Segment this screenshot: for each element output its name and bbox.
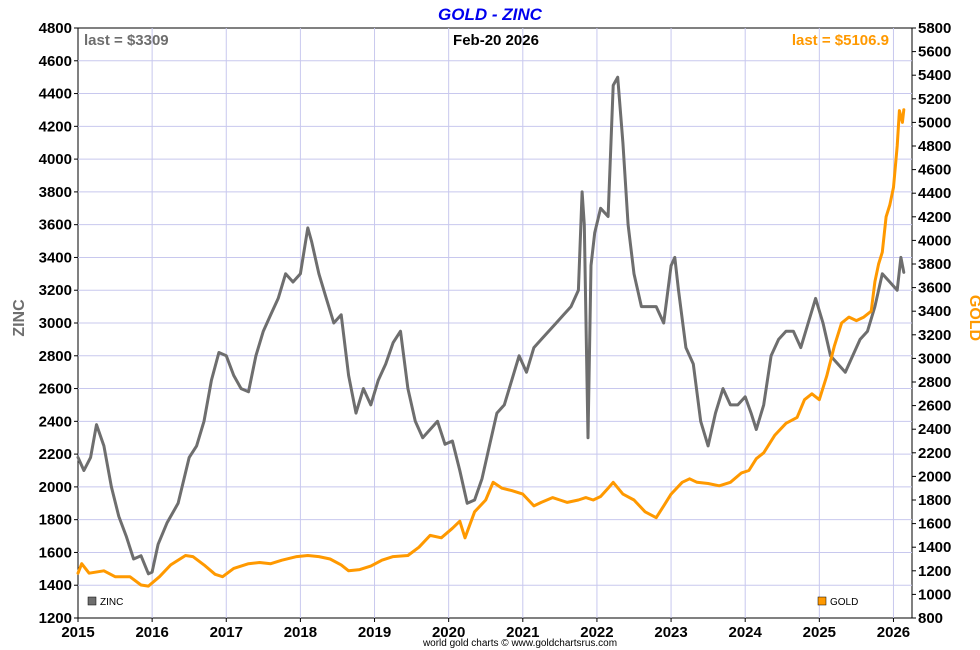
x-tick-label: 2020 <box>432 624 465 641</box>
right-tick-label: 1600 <box>918 516 951 533</box>
last-gold-label: last = $5106.9 <box>792 32 889 49</box>
right-tick-label: 1400 <box>918 539 951 556</box>
left-tick-label: 4200 <box>39 118 72 135</box>
x-axis-ticks: 2015 2016 2017 2018 2019 2020 2021 2022 2023 2024… <box>61 618 910 641</box>
series-lines <box>76 75 906 588</box>
right-tick-label: 1800 <box>918 492 951 509</box>
left-tick-label: 4000 <box>39 151 72 168</box>
right-tick-label: 2000 <box>918 468 951 485</box>
right-tick-label: 5400 <box>918 67 951 84</box>
left-tick-label: 2000 <box>39 479 72 496</box>
x-tick-label: 2023 <box>654 624 687 641</box>
right-tick-label: 5000 <box>918 114 951 131</box>
legend-gold-swatch <box>817 596 827 606</box>
left-tick-label: 1400 <box>39 577 72 594</box>
x-tick-label: 2022 <box>580 624 613 641</box>
right-tick-label: 4400 <box>918 185 951 202</box>
right-tick-label: 1000 <box>918 586 951 603</box>
x-tick-label: 2025 <box>803 624 836 641</box>
legend-gold-label: GOLD <box>830 597 858 608</box>
left-tick-label: 1600 <box>39 544 72 561</box>
chart-title: GOLD - ZINC <box>438 5 543 24</box>
left-tick-label: 1800 <box>39 512 72 529</box>
left-tick-label: 2800 <box>39 348 72 365</box>
left-axis-ticks: 1200 1400 1600 1800 2000 2200 2400 2600 2800 3000… <box>39 20 78 627</box>
right-tick-label: 3600 <box>918 280 951 297</box>
grid-lines <box>78 28 912 618</box>
left-tick-label: 3400 <box>39 249 72 266</box>
right-tick-label: 4200 <box>918 209 951 226</box>
left-axis-label: ZINC <box>11 299 28 337</box>
left-tick-label: 2200 <box>39 446 72 463</box>
right-tick-label: 3000 <box>918 350 951 367</box>
x-tick-label: 2018 <box>284 624 317 641</box>
right-tick-label: 4800 <box>918 138 951 155</box>
right-axis-ticks: 800 1000 1200 1400 1600 1800 2000 2200 2400 2600 2… <box>912 20 951 627</box>
right-tick-label: 5600 <box>918 44 951 61</box>
left-tick-label: 3200 <box>39 282 72 299</box>
right-tick-label: 2200 <box>918 445 951 462</box>
right-tick-label: 800 <box>918 610 943 627</box>
left-tick-label: 4600 <box>39 53 72 70</box>
left-tick-label: 3000 <box>39 315 72 332</box>
right-tick-label: 1200 <box>918 563 951 580</box>
right-tick-label: 5200 <box>918 91 951 108</box>
right-tick-label: 2400 <box>918 421 951 438</box>
right-tick-label: 2800 <box>918 374 951 391</box>
date-label: Feb-20 2026 <box>453 32 539 49</box>
left-tick-label: 3600 <box>39 217 72 234</box>
legend-zinc-swatch <box>87 596 97 606</box>
x-tick-label: 2021 <box>506 624 539 641</box>
right-tick-label: 4000 <box>918 232 951 249</box>
right-tick-label: 3400 <box>918 303 951 320</box>
right-tick-label: 3200 <box>918 327 951 344</box>
x-tick-label: 2019 <box>358 624 391 641</box>
right-tick-label: 3800 <box>918 256 951 273</box>
x-tick-label: 2017 <box>210 624 243 641</box>
x-tick-label: 2024 <box>729 624 763 641</box>
last-zinc-label: last = $3309 <box>84 32 169 49</box>
left-tick-label: 4800 <box>39 20 72 37</box>
left-tick-label: 1200 <box>39 610 72 627</box>
left-tick-label: 3800 <box>39 184 72 201</box>
legend-gold: GOLD <box>817 596 858 608</box>
legend-zinc: ZINC <box>87 596 123 608</box>
right-tick-label: 2600 <box>918 398 951 415</box>
right-tick-label: 4600 <box>918 162 951 179</box>
legend-zinc-label: ZINC <box>100 597 123 608</box>
left-tick-label: 4400 <box>39 86 72 103</box>
x-tick-label: 2015 <box>61 624 94 641</box>
left-tick-label: 2600 <box>39 381 72 398</box>
source-credit: world gold charts © www.goldchartsrus.co… <box>422 638 617 649</box>
right-tick-label: 5800 <box>918 20 951 37</box>
x-tick-label: 2016 <box>135 624 168 641</box>
left-tick-label: 2400 <box>39 413 72 430</box>
series-line-gold <box>76 108 906 588</box>
right-axis-label: GOLD <box>966 295 980 341</box>
series-line-zinc <box>76 75 906 576</box>
x-tick-label: 2026 <box>877 624 910 641</box>
